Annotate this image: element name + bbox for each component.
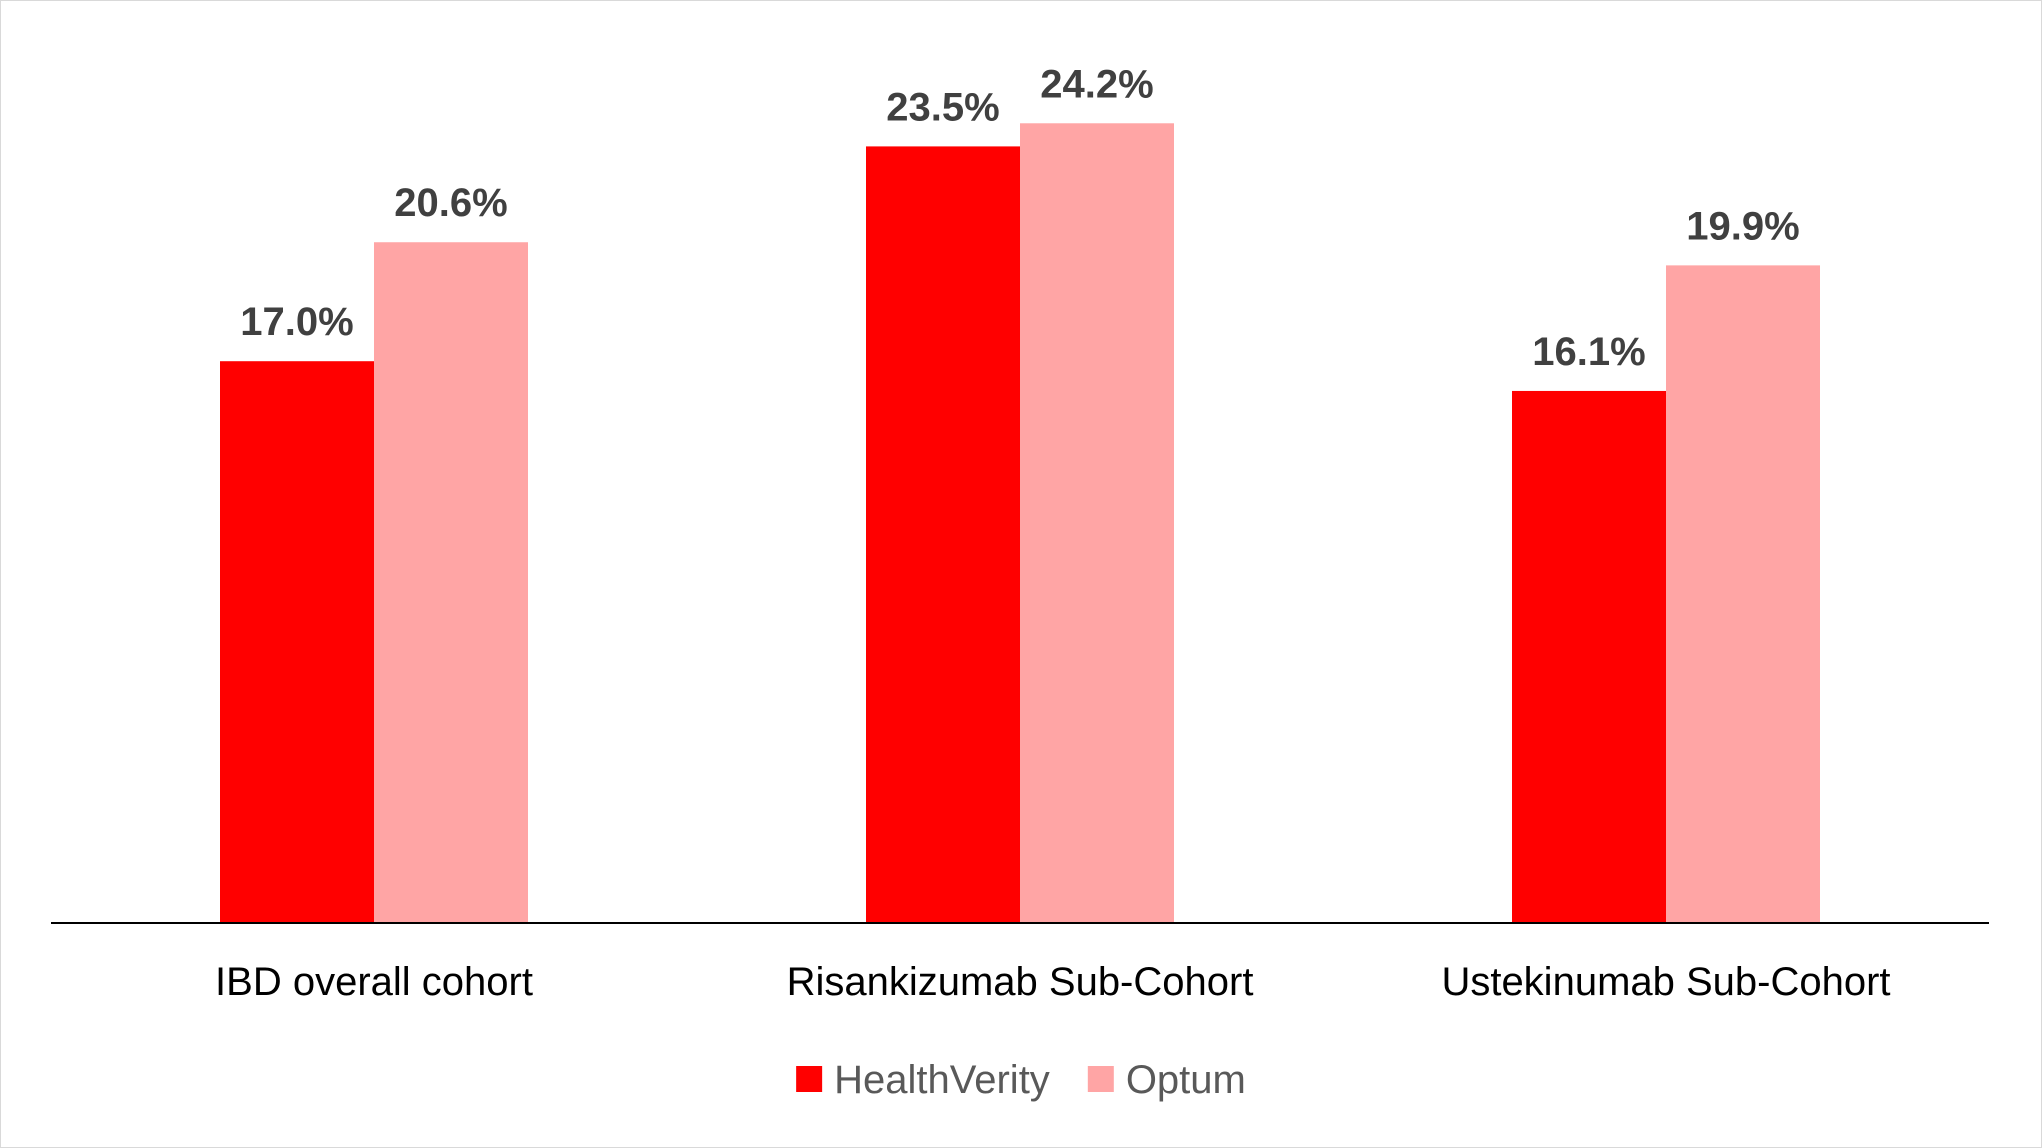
bars: [220, 123, 1820, 924]
legend-label-optum: Optum: [1126, 1058, 1246, 1102]
legend-swatch-optum: [1087, 1066, 1114, 1092]
bar-optum-1: [374, 242, 528, 924]
value-label-optum-2: 24.2%: [1040, 62, 1153, 106]
legend-label-healthverity: HealthVerity: [834, 1058, 1050, 1102]
category-label-3: Ustekinumab Sub-Cohort: [1441, 960, 1890, 1004]
legend-item-healthverity: HealthVerity: [796, 1058, 1050, 1102]
value-labels: 17.0% 20.6% 23.5% 24.2% 16.1% 19.9%: [240, 62, 1799, 374]
category-labels: IBD overall cohort Risankizumab Sub-Cohor…: [215, 960, 1891, 1004]
bar-healthverity-2: [866, 146, 1020, 923]
bar-optum-3: [1666, 265, 1820, 923]
category-label-1: IBD overall cohort: [215, 960, 533, 1004]
legend-swatch-healthverity: [796, 1066, 823, 1092]
bar-healthverity-1: [220, 361, 374, 923]
bar-optum-2: [1020, 123, 1174, 923]
category-label-2: Risankizumab Sub-Cohort: [787, 960, 1254, 1004]
bar-healthverity-3: [1512, 390, 1666, 923]
value-label-healthverity-3: 16.1%: [1532, 330, 1645, 374]
value-label-healthverity-2: 23.5%: [886, 85, 999, 129]
value-label-optum-3: 19.9%: [1686, 204, 1799, 248]
legend: HealthVerity Optum: [796, 1058, 1246, 1102]
value-label-healthverity-1: 17.0%: [240, 300, 353, 344]
value-label-optum-1: 20.6%: [394, 181, 507, 225]
legend-item-optum: Optum: [1087, 1058, 1246, 1102]
